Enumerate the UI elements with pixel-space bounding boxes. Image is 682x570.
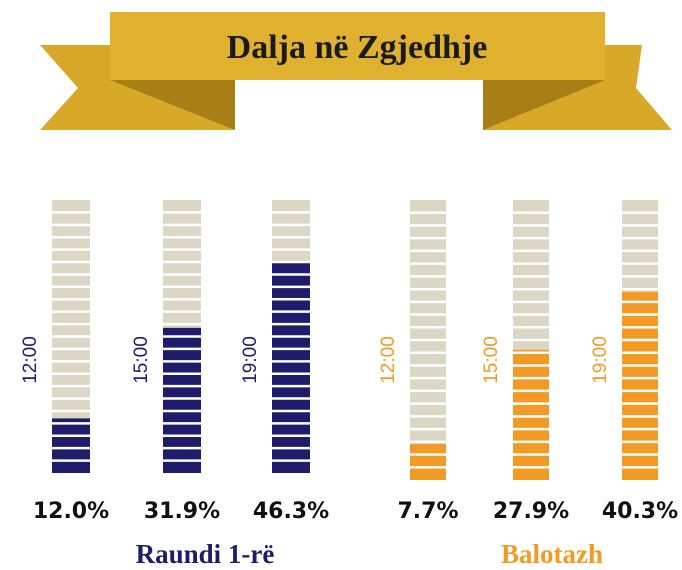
value-label: 31.9% xyxy=(144,499,220,524)
ribbon-left-fold xyxy=(110,80,235,130)
ribbon-right-fold xyxy=(483,80,605,130)
time-label: 19:00 xyxy=(240,336,261,384)
time-label: 15:00 xyxy=(131,336,152,384)
value-label: 7.7% xyxy=(397,499,458,524)
time-label: 15:00 xyxy=(481,336,502,384)
group-title: Raundi 1-rë xyxy=(136,539,275,569)
value-label: 40.3% xyxy=(602,499,678,524)
value-label: 12.0% xyxy=(33,499,109,524)
bar xyxy=(513,349,549,480)
bar xyxy=(52,418,90,473)
title: Dalja në Zgjedhje xyxy=(227,29,488,66)
ribbon-main xyxy=(110,12,605,80)
time-label: 19:00 xyxy=(590,336,611,384)
value-label: 27.9% xyxy=(493,499,569,524)
bar xyxy=(410,444,446,480)
value-label: 46.3% xyxy=(253,499,329,524)
time-label: 12:00 xyxy=(378,336,399,384)
bar xyxy=(622,291,658,480)
time-label: 12:00 xyxy=(20,336,41,384)
group-title: Balotazh xyxy=(501,539,603,569)
bar xyxy=(272,262,310,473)
